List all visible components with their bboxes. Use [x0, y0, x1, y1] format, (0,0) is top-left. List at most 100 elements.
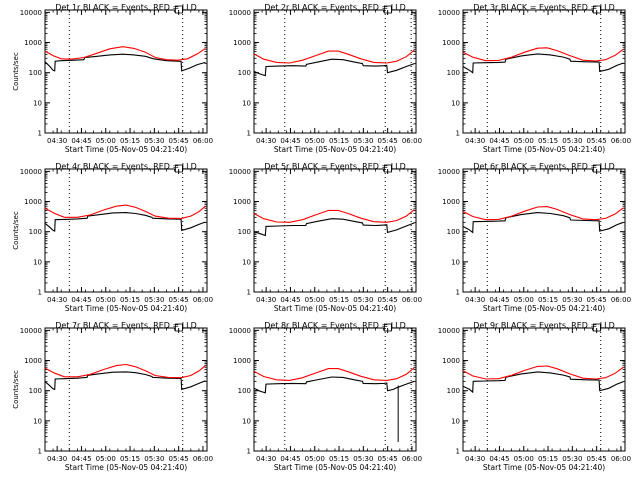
y-tick-label: 100: [29, 228, 42, 236]
detector-panel: 1 10 100 1000 10000 04:30 04:45 05:00 05:15 05:30…: [12, 162, 213, 313]
x-tick-label: 05:30: [562, 296, 582, 304]
y-tick-label: 10000: [438, 168, 460, 176]
x-tick-label: 04:30: [256, 137, 276, 145]
y-tick-label: 1000: [24, 198, 42, 206]
x-tick-label: 05:45: [169, 455, 189, 463]
x-tick-label: 06:00: [402, 455, 422, 463]
chart-title: Det 4r BLACK = Events, RED = LLD: [55, 162, 197, 171]
x-tick-label: 05:00: [96, 296, 116, 304]
y-tick-label: 1000: [233, 39, 251, 47]
y-tick-label: 10000: [20, 168, 42, 176]
y-tick-label: 100: [238, 387, 251, 395]
x-tick-label: 06:00: [402, 137, 422, 145]
events-series-line: [44, 371, 206, 391]
x-tick-label: 05:15: [538, 455, 558, 463]
y-tick-label: 10: [451, 417, 460, 425]
y-tick-label: 1: [247, 289, 251, 297]
x-tick-label: 05:30: [562, 455, 582, 463]
lld-series-line: [253, 209, 415, 223]
y-tick-label: 10: [33, 99, 42, 107]
y-tick-label: 10: [33, 417, 42, 425]
x-tick-label: 05:00: [305, 137, 325, 145]
x-tick-label: 05:30: [144, 296, 164, 304]
x-axis-label: Start Time (05-Nov-05 04:21:40): [65, 145, 187, 154]
y-tick-label: 1000: [24, 357, 42, 365]
chart-title: Det 1r BLACK = Events, RED = LLD: [55, 3, 197, 12]
x-tick-label: 05:00: [514, 296, 534, 304]
detector-panel: 1 10 100 1000 10000 04:30 04:45 05:00 05:15 05:30…: [12, 3, 213, 154]
x-tick-label: 04:45: [280, 455, 300, 463]
y-tick-label: 1: [247, 130, 251, 138]
y-tick-label: 10000: [20, 327, 42, 335]
x-tick-label: 04:45: [489, 137, 509, 145]
x-tick-label: 06:00: [611, 296, 631, 304]
lld-series-line: [253, 49, 415, 64]
y-tick-label: 1: [456, 448, 460, 456]
x-tick-label: 04:30: [465, 137, 485, 145]
x-tick-label: 05:15: [329, 296, 349, 304]
y-tick-label: 1: [38, 289, 42, 297]
x-tick-label: 06:00: [193, 137, 213, 145]
x-axis-label: Start Time (05-Nov-05 04:21:40): [274, 463, 396, 472]
y-tick-label: 100: [29, 387, 42, 395]
x-tick-label: 04:30: [465, 455, 485, 463]
y-tick-label: 1: [38, 130, 42, 138]
x-tick-label: 04:45: [489, 296, 509, 304]
y-tick-label: 10: [451, 99, 460, 107]
chart-title: Det 8r BLACK = Events, RED = LLD: [264, 321, 406, 330]
events-series-line: [44, 53, 206, 72]
x-axis-label: Start Time (05-Nov-05 04:21:40): [65, 463, 187, 472]
x-tick-label: 04:30: [465, 296, 485, 304]
y-tick-label: 100: [29, 69, 42, 77]
x-tick-label: 05:00: [514, 137, 534, 145]
y-tick-label: 10000: [229, 327, 251, 335]
x-axis-label: Start Time (05-Nov-05 04:21:40): [274, 145, 396, 154]
y-tick-label: 10000: [229, 168, 251, 176]
x-tick-label: 04:45: [71, 137, 91, 145]
y-tick-label: 100: [238, 228, 251, 236]
detector-panel: 1 10 100 1000 10000 04:30 04:45 05:00 05:15 05:30…: [438, 162, 631, 313]
x-tick-label: 04:45: [280, 296, 300, 304]
events-series-line: [462, 212, 624, 234]
x-tick-label: 04:45: [280, 137, 300, 145]
y-tick-label: 100: [447, 387, 460, 395]
lld-series-line: [462, 47, 624, 62]
x-tick-label: 05:45: [378, 296, 398, 304]
x-tick-label: 04:30: [47, 455, 67, 463]
x-tick-label: 05:15: [538, 137, 558, 145]
x-tick-label: 05:45: [378, 137, 398, 145]
events-series-line: [44, 212, 206, 232]
y-tick-label: 1: [456, 289, 460, 297]
x-axis-label: Start Time (05-Nov-05 04:21:40): [483, 304, 605, 313]
y-tick-label: 10: [242, 258, 251, 266]
y-tick-label: 1: [38, 448, 42, 456]
x-tick-label: 05:00: [96, 455, 116, 463]
x-axis-label: Start Time (05-Nov-05 04:21:40): [483, 463, 605, 472]
x-tick-label: 04:30: [47, 296, 67, 304]
y-tick-label: 10: [33, 258, 42, 266]
x-axis-label: Start Time (05-Nov-05 04:21:40): [65, 304, 187, 313]
x-tick-label: 04:30: [47, 137, 67, 145]
x-tick-label: 06:00: [611, 137, 631, 145]
y-tick-label: 10000: [438, 9, 460, 17]
y-tick-label: 1: [456, 130, 460, 138]
lld-series-line: [253, 367, 415, 381]
x-tick-label: 05:45: [587, 296, 607, 304]
lld-series-line: [44, 46, 206, 61]
x-tick-label: 05:45: [169, 296, 189, 304]
y-tick-label: 1000: [442, 198, 460, 206]
x-tick-label: 05:30: [353, 137, 373, 145]
detector-panel: 1 10 100 1000 10000 04:30 04:45 05:00 05:15 05:30…: [229, 321, 422, 472]
chart-title: Det 6r BLACK = Events, RED = LLD: [473, 162, 615, 171]
plot-frame: [253, 168, 417, 293]
detector-panel: 1 10 100 1000 10000 04:30 04:45 05:00 05:15 05:30…: [12, 321, 213, 472]
chart-title: Det 9r BLACK = Events, RED = LLD: [473, 321, 615, 330]
x-tick-label: 05:00: [514, 455, 534, 463]
chart-title: Det 5r BLACK = Events, RED = LLD: [264, 162, 406, 171]
y-tick-label: 10: [242, 99, 251, 107]
x-tick-label: 05:45: [587, 455, 607, 463]
y-tick-label: 1000: [442, 357, 460, 365]
x-tick-label: 05:15: [538, 296, 558, 304]
detector-panel: 1 10 100 1000 10000 04:30 04:45 05:00 05:15 05:30…: [438, 3, 631, 154]
x-tick-label: 04:30: [256, 296, 276, 304]
